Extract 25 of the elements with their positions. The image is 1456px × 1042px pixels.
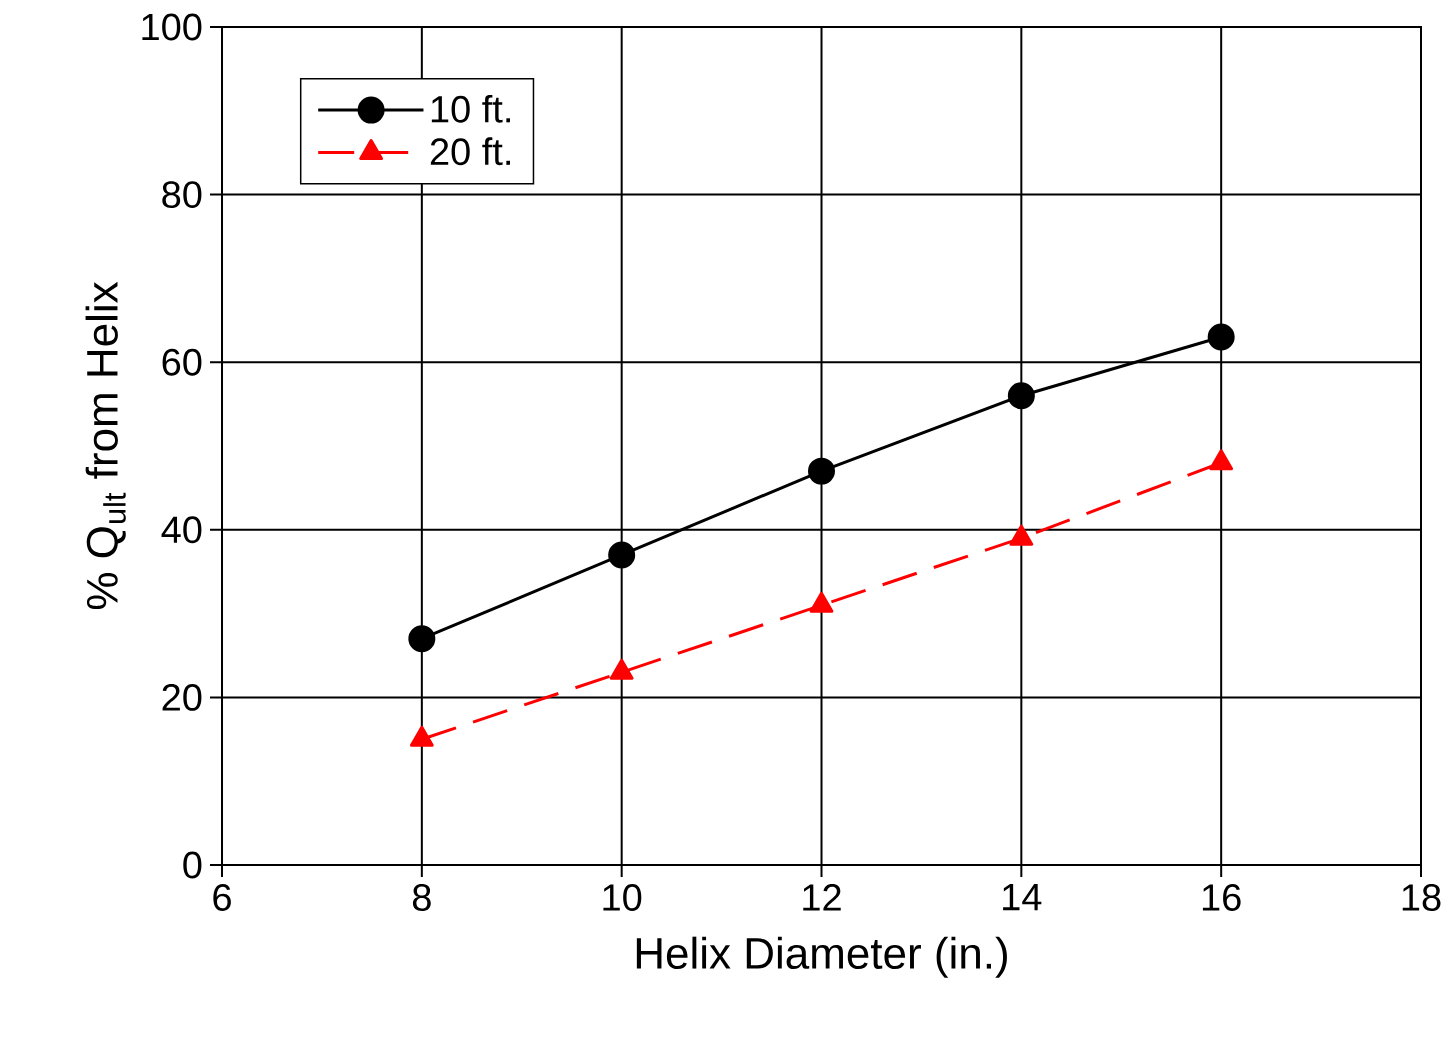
- y-tick-label: 80: [162, 181, 202, 209]
- x-tick-label: 10: [603, 884, 642, 911]
- point: [1009, 524, 1034, 546]
- x-tick-label: 16: [1202, 884, 1241, 911]
- x-tick-label: 12: [803, 884, 841, 911]
- y-axis-title: % Q$_{ult}$ from Helix: [85, 281, 126, 610]
- legend-label: 10 ft.: [431, 94, 510, 123]
- point: [808, 457, 835, 485]
- point: [1007, 382, 1035, 410]
- x-axis-title: Helix Diameter (in.): [636, 936, 1007, 978]
- y-tick-label: 0: [183, 851, 202, 879]
- y-tick-label: 100: [142, 13, 202, 41]
- x-tick-label: 14: [1003, 884, 1042, 911]
- x-tick-label: 18: [1402, 884, 1441, 911]
- y-tick-label: 20: [162, 683, 202, 711]
- point: [809, 591, 834, 613]
- y-tick-label: 40: [161, 516, 202, 544]
- legend-label: 20 ft.: [430, 137, 510, 166]
- x-tick-label: 8: [412, 884, 431, 911]
- point: [1209, 449, 1234, 471]
- x-tick-label: 6: [213, 884, 231, 911]
- point: [609, 658, 634, 680]
- point: [1207, 323, 1235, 351]
- y-tick-label: 60: [162, 348, 202, 376]
- point: [409, 725, 434, 747]
